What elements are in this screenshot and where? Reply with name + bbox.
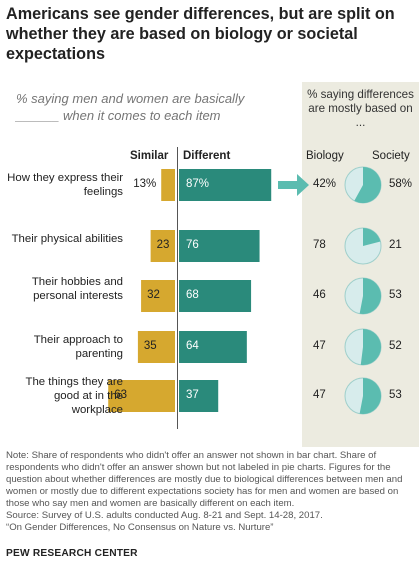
society-value-label: 52 (389, 340, 402, 352)
chart-source: Source: Survey of U.S. adults conducted … (6, 510, 411, 534)
society-value-label: 53 (389, 289, 402, 301)
society-column-header: Society (372, 150, 410, 162)
pie-panel-title: % saying differences are mostly based on… (307, 88, 414, 129)
similar-bar (141, 280, 175, 312)
category-label: Their approach to parenting (33, 334, 123, 360)
biology-value-label: 46 (313, 289, 326, 301)
chart-subtitle: % saying men and women are basically ___… (16, 91, 245, 123)
similar-column-header: Similar (130, 150, 169, 162)
arrow-icon (278, 174, 309, 196)
biology-value-label: 78 (313, 239, 326, 251)
similar-value-label: 13% (133, 178, 157, 190)
different-bar (179, 169, 272, 201)
similar-value-label: 35 (143, 340, 157, 352)
source-line: Source: Survey of U.S. adults conducted … (6, 510, 323, 521)
category-label: Their physical abilities (11, 233, 123, 245)
similar-value-label: 23 (156, 239, 170, 251)
society-pie-slice (359, 278, 381, 314)
similar-value-label: 63 (114, 389, 128, 401)
society-value-label: 53 (389, 389, 402, 401)
category-label: Their hobbies and personal interests (31, 276, 123, 302)
different-bar (179, 331, 247, 363)
different-value-label: 64 (186, 340, 199, 352)
category-label: How they express their feelings (7, 172, 123, 198)
organization-logo-text: PEW RESEARCH CENTER (6, 548, 138, 559)
different-value-label: 76 (186, 239, 199, 251)
similar-bar (108, 380, 175, 412)
different-bar (179, 280, 252, 312)
similar-value-label: 32 (147, 289, 160, 301)
society-value-label: 21 (389, 239, 402, 251)
similar-different-divider (177, 147, 178, 429)
biology-value-label: 47 (313, 389, 326, 401)
different-value-label: 68 (186, 289, 199, 301)
society-pie-slice (363, 228, 381, 246)
chart-note: Note: Share of respondents who didn't of… (6, 450, 403, 509)
chart-title: Americans see gender differences, but ar… (6, 5, 395, 63)
similar-bar (150, 230, 175, 262)
different-bar (179, 380, 219, 412)
different-value-label: 87% (186, 178, 210, 190)
society-pie-slice (359, 378, 381, 414)
different-value-label: 37 (186, 389, 199, 401)
different-bar (179, 230, 260, 262)
society-value-label: 58% (389, 178, 413, 190)
biology-value-label: 42% (313, 178, 337, 190)
similar-bar (161, 169, 175, 201)
biology-column-header: Biology (306, 150, 344, 162)
report-title: “On Gender Differences, No Consensus on … (6, 521, 274, 533)
category-label: The things they are good at in the workp… (25, 376, 123, 416)
similar-bar (137, 331, 175, 363)
biology-value-label: 47 (313, 340, 326, 352)
society-pie-slice (360, 329, 382, 366)
different-column-header: Different (183, 150, 231, 162)
society-pie-slice (354, 167, 381, 203)
